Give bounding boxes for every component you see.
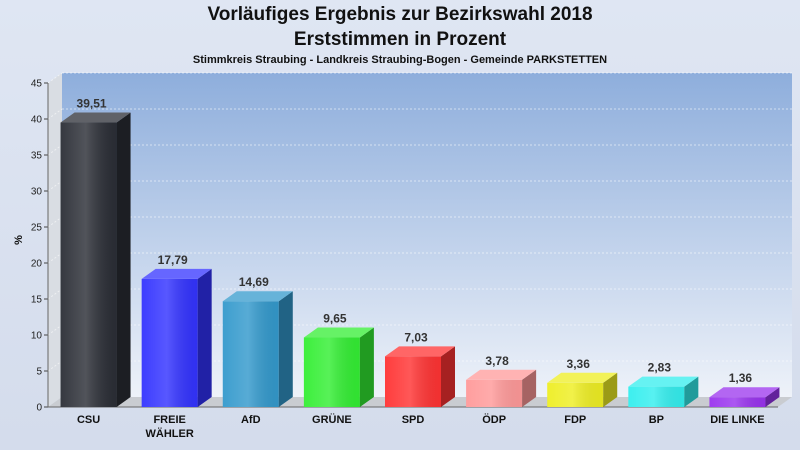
chart-title: Vorläufiges Ergebnis zur Bezirkswahl 201… xyxy=(207,4,593,25)
bar xyxy=(385,346,455,407)
gridline-side xyxy=(47,252,63,264)
bar-sheen xyxy=(303,337,360,407)
bar-top xyxy=(385,346,455,357)
bar xyxy=(547,372,618,407)
bar-side xyxy=(278,291,293,407)
bar-side xyxy=(116,112,131,407)
region-caption: Stimmkreis Straubing - Landkreis Straubi… xyxy=(192,54,608,66)
bar-value-label: 39,51 xyxy=(77,97,107,111)
bar-sheen xyxy=(547,382,604,407)
category-label: DIE LINKE xyxy=(710,414,764,426)
bar-value-label: 9,65 xyxy=(323,312,347,326)
bar-side xyxy=(522,369,537,407)
gridline-side xyxy=(47,288,63,300)
bar xyxy=(141,268,212,407)
bar-side xyxy=(603,372,618,407)
bar xyxy=(222,291,293,407)
bar-top xyxy=(709,387,780,398)
bar-sheen xyxy=(141,278,198,407)
bar-top xyxy=(60,112,131,123)
bar-top xyxy=(466,369,537,380)
bar-value-label: 1,36 xyxy=(729,371,753,385)
bar xyxy=(303,327,374,407)
category-label: GRÜNE xyxy=(312,413,352,426)
bar xyxy=(628,376,699,407)
gridline-side xyxy=(47,360,63,372)
bar-top xyxy=(303,327,374,338)
y-tick-label: 0 xyxy=(36,403,42,414)
bar-sheen xyxy=(385,356,441,407)
category-label: SPD xyxy=(402,414,425,426)
bar-value-label: 14,69 xyxy=(239,275,269,289)
bar-value-label: 7,03 xyxy=(404,330,428,344)
gridline-side xyxy=(47,324,63,336)
bar-sheen xyxy=(466,379,523,407)
category-label: FDP xyxy=(564,414,586,426)
bar-value-label: 2,83 xyxy=(648,361,672,375)
y-tick-label: 25 xyxy=(31,223,43,234)
bar-top xyxy=(547,372,618,383)
gridline-side xyxy=(47,72,63,84)
bar-top xyxy=(141,268,212,279)
category-labels: CSU FREIE WÄHLER AfD GRÜNE SPD ÖDP FDP BP DIE LIN… xyxy=(77,413,765,440)
bar-top xyxy=(628,376,699,387)
bar-side xyxy=(684,376,699,407)
bar-value-label: 17,79 xyxy=(158,253,188,267)
bar-sheen xyxy=(60,122,117,407)
bar-value-label: 3,36 xyxy=(567,357,591,371)
y-tick-label: 10 xyxy=(31,331,43,342)
bar-value-label: 3,78 xyxy=(485,354,509,368)
y-tick-label: 20 xyxy=(31,259,43,270)
category-label: BP xyxy=(649,414,664,426)
category-label: AfD xyxy=(241,414,261,426)
y-tick-label: 35 xyxy=(31,151,43,162)
bar-side xyxy=(359,327,374,407)
chart-subtitle: Erststimmen in Prozent xyxy=(293,29,507,50)
bar-side xyxy=(197,268,212,407)
y-tick-label: 5 xyxy=(36,367,42,378)
category-label: FREIE WÄHLER xyxy=(146,414,194,440)
bar-side xyxy=(441,346,455,407)
value-labels: 39,51 17,79 14,69 9,65 7,03 3,78 3,36 2,83 1,36 xyxy=(77,97,753,386)
y-tick-label: 45 xyxy=(31,79,43,90)
y-tick-label: 40 xyxy=(31,115,43,126)
bar-top xyxy=(222,291,293,302)
plot-side-wall xyxy=(48,73,62,407)
y-tick-label: 15 xyxy=(31,295,43,306)
category-label: CSU xyxy=(77,414,100,426)
gridline-side xyxy=(47,216,63,228)
category-label: ÖDP xyxy=(482,413,506,426)
bar-side xyxy=(765,387,780,407)
bar xyxy=(466,369,537,407)
gridline-side xyxy=(47,108,63,120)
bar xyxy=(60,112,131,407)
bars xyxy=(60,112,780,407)
gridline-side xyxy=(47,180,63,192)
bar-sheen xyxy=(628,386,685,407)
bar-sheen xyxy=(709,397,766,407)
y-tick-label: 30 xyxy=(31,187,43,198)
y-axis-label: % xyxy=(13,235,25,245)
gridline-side xyxy=(47,144,63,156)
bar xyxy=(709,387,780,407)
bar-sheen xyxy=(222,301,279,407)
